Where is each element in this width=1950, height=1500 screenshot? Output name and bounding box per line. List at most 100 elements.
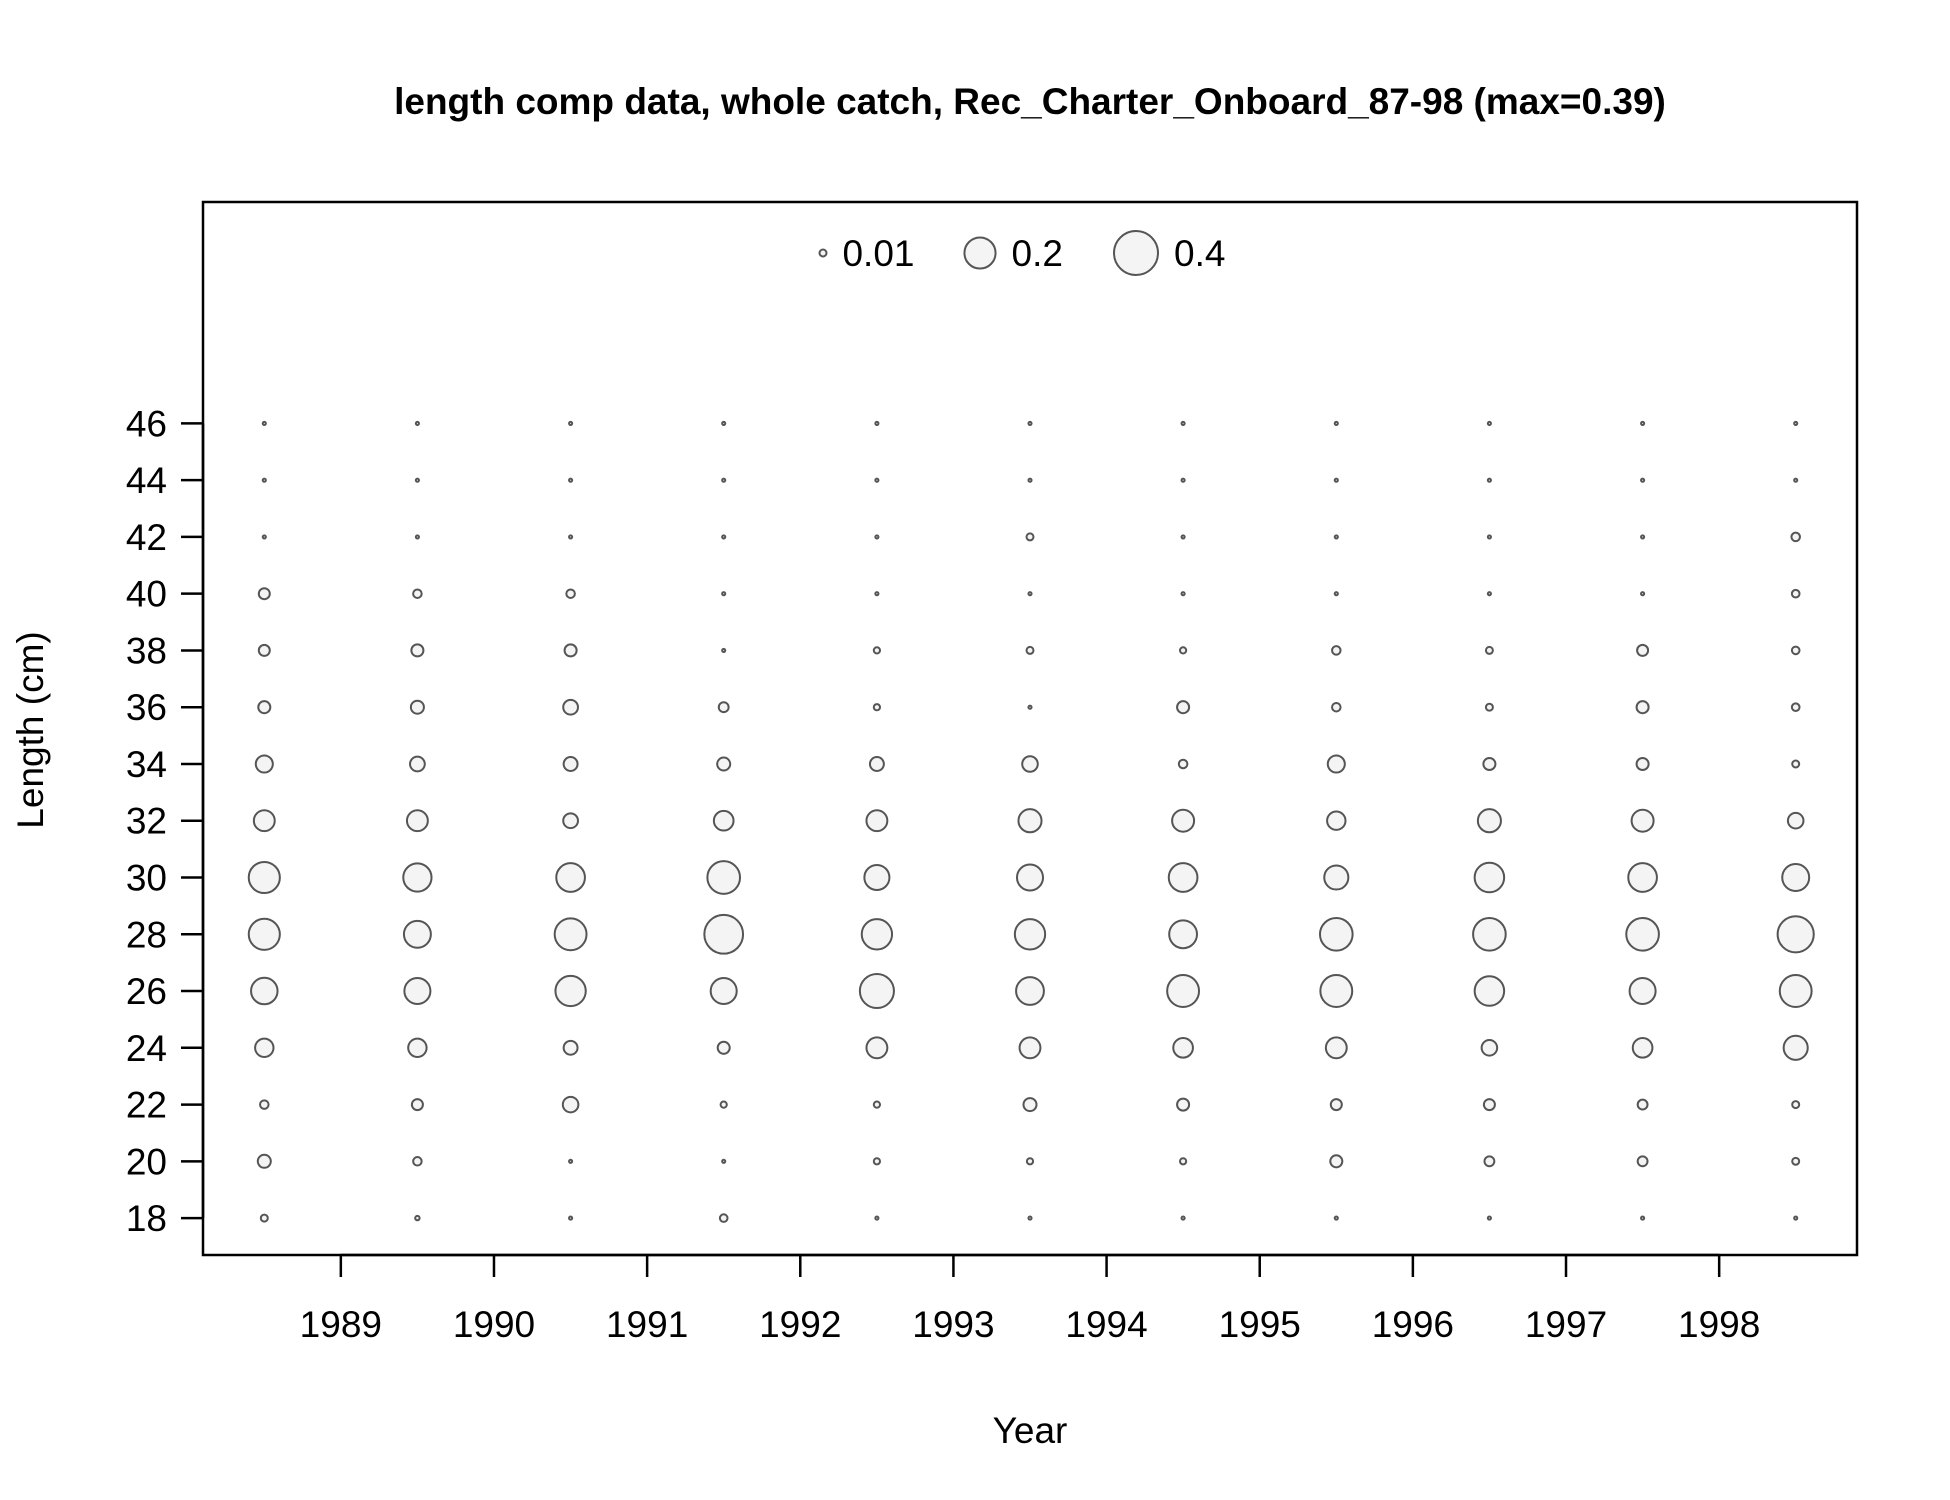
bubble-point: [1640, 1215, 1646, 1221]
y-tick-label: 36: [126, 687, 167, 728]
bubble-point: [1324, 1036, 1348, 1060]
bubble-point: [254, 1037, 275, 1059]
bubble-point: [1180, 420, 1186, 426]
bubble-point: [1025, 645, 1035, 655]
bubble-point: [1329, 1098, 1343, 1112]
bubble-point: [1484, 702, 1494, 712]
bubble-point: [562, 1039, 579, 1056]
bubble-point: [1790, 588, 1801, 599]
bubble-point: [252, 809, 276, 833]
bubble-point: [716, 1040, 731, 1055]
bubble-point: [1791, 1156, 1801, 1166]
x-tick-label: 1998: [1678, 1304, 1760, 1345]
bubble-point: [1486, 1215, 1492, 1221]
bubble-point: [1790, 645, 1801, 656]
bubble-point: [247, 860, 281, 895]
bubble-point: [1027, 1215, 1033, 1221]
bubble-point: [414, 1214, 421, 1222]
bubble-point: [1627, 862, 1658, 893]
bubble-point: [1793, 420, 1799, 426]
bubble-point: [1166, 974, 1201, 1008]
bubble-point: [1631, 1036, 1654, 1059]
bubble-point: [1486, 420, 1492, 426]
bubble-point: [259, 1213, 269, 1223]
bubble-point: [1176, 1097, 1191, 1112]
bubble-point: [1180, 477, 1186, 483]
legend-marker: [818, 248, 828, 258]
y-tick-label: 32: [126, 801, 167, 842]
bubble-point: [1486, 591, 1492, 597]
bubble-point: [1025, 532, 1035, 542]
bubble-point: [562, 756, 579, 772]
bubble-point: [1640, 591, 1646, 597]
bubble-point: [414, 534, 420, 540]
y-tick-label: 20: [126, 1141, 167, 1182]
bubble-point: [1333, 591, 1339, 597]
bubble-point: [1486, 534, 1492, 540]
bubble-point: [1790, 531, 1801, 543]
bubble-point: [1027, 591, 1033, 597]
bubble-point: [1180, 1215, 1186, 1221]
bubble-point: [257, 700, 272, 715]
x-tick-label: 1993: [912, 1304, 994, 1345]
bubble-point: [1025, 1157, 1035, 1166]
bubble-point: [414, 477, 420, 483]
bubble-point: [1167, 862, 1199, 893]
bubble-point: [721, 477, 727, 483]
y-tick-label: 46: [126, 403, 167, 444]
bubble-point: [1640, 534, 1646, 540]
bubble-point: [410, 643, 425, 658]
bubble-point: [872, 703, 882, 712]
bubble-point: [716, 756, 732, 772]
bubble-point: [562, 812, 579, 830]
bubble-point: [412, 1156, 423, 1167]
bubble-point: [1476, 808, 1502, 834]
bubble-point: [1473, 975, 1506, 1007]
bubble-point: [872, 1100, 882, 1109]
bubble-point: [1323, 864, 1350, 891]
bubble-point: [1333, 477, 1339, 483]
y-tick-label: 18: [126, 1198, 167, 1239]
bubble-point: [1486, 477, 1492, 483]
bubble-point: [872, 1157, 882, 1166]
bubble-point: [402, 919, 432, 949]
bubble-point: [1176, 700, 1191, 715]
y-tick-label: 34: [126, 744, 167, 785]
x-tick-label: 1995: [1219, 1304, 1301, 1345]
bubble-point: [554, 974, 587, 1008]
bubble-point: [1778, 974, 1813, 1008]
bubble-point: [872, 646, 882, 655]
bubble-point: [1484, 645, 1494, 655]
chart-title: length comp data, whole catch, Rec_Chart…: [394, 81, 1666, 122]
bubble-point: [718, 1213, 729, 1223]
bubble-point: [1168, 919, 1199, 950]
bubble-point: [721, 1158, 727, 1164]
bubble-point: [717, 701, 730, 714]
bubble-point: [721, 420, 727, 426]
bubble-point: [1636, 1155, 1649, 1168]
bubble-point: [1326, 810, 1347, 831]
bubble-point: [1017, 808, 1043, 834]
bubble-point: [1791, 759, 1801, 769]
bubble-point: [703, 913, 745, 955]
bubble-point: [709, 976, 738, 1006]
y-tick-label: 42: [126, 517, 167, 558]
bubble-point: [409, 755, 426, 773]
bubble-point: [1172, 1036, 1194, 1059]
y-tick-label: 40: [126, 574, 167, 615]
bubble-point: [247, 917, 281, 951]
bubble-point: [565, 588, 576, 599]
bubble-point: [555, 862, 586, 893]
bubble-point: [1782, 1034, 1809, 1061]
y-axis-label: Length (cm): [10, 631, 51, 828]
bubble-point: [1318, 916, 1354, 952]
bubble-point: [563, 643, 578, 658]
bubble-point: [1015, 976, 1045, 1006]
bubble-point: [865, 1036, 889, 1060]
bubble-point: [402, 862, 433, 893]
bubble-point: [860, 918, 894, 951]
bubble-point: [858, 972, 895, 1010]
bubble-point: [1630, 808, 1655, 833]
bubble-point: [1329, 1154, 1344, 1169]
bubble-point: [1636, 643, 1650, 657]
